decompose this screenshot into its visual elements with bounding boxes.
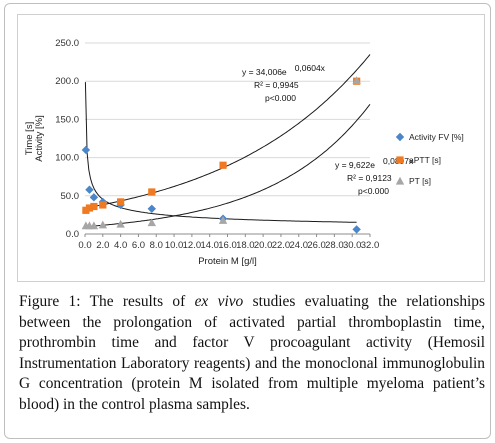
data-point [90,202,98,211]
x-tick-label: 0.0 [78,240,91,251]
data-point [99,201,107,209]
x-tick-label: 30.0 [343,240,362,251]
data-point [85,204,94,212]
x-tick-label: 22.0 [272,240,291,251]
x-tick-label: 24.0 [290,240,309,251]
x-tick-label: 12.0 [183,240,202,251]
y-tick-label: 250.0 [55,38,79,49]
trend-equation: y = 34,006e [242,67,287,77]
caption-italic: ex vivo [194,293,244,310]
y-tick-label: 100.0 [55,153,79,164]
legend-marker [395,176,405,185]
legend-marker [395,132,405,142]
y-axis-title: Time [s] [24,122,35,155]
data-point [117,198,125,206]
x-tick-label: 26.0 [307,240,326,251]
figure-caption: Figure 1: The results of ex vivo studies… [19,292,485,416]
legend-label: aPTT [s] [409,155,441,165]
caption-label: Figure 1: [19,293,81,310]
trendline [84,54,371,209]
trend-exponent: 0,0604x [295,63,326,73]
data-point [116,219,125,228]
data-point [147,204,156,213]
caption-text-1: The results of [80,293,195,310]
y-tick-label: 0.0 [66,229,79,240]
data-point [352,225,361,234]
y-tick-label: 200.0 [55,76,79,87]
x-tick-label: 10.0 [165,240,184,251]
x-tick-label: 6.0 [132,240,145,251]
r-squared-label: R² = 0,9123 [347,173,392,183]
x-tick-label: 2.0 [96,240,109,251]
data-point [85,185,94,194]
x-tick-label: 4.0 [114,240,127,251]
data-point [352,76,361,85]
data-point [219,161,227,169]
x-tick-label: 28.0 [325,240,344,251]
x-tick-label: 20.0 [254,240,273,251]
x-axis-title: Protein M [g/l] [198,256,257,267]
scatter-chart: 0.0 50.0 100.0 150.0 200.0 250.0 0.0 2.0 4.0 6.0 8… [24,38,464,267]
p-value-label: p<0.000 [358,186,389,196]
figure-frame: 0.0 50.0 100.0 150.0 200.0 250.0 0.0 2.0 4.0 6.0 8… [4,3,491,439]
trend-equation: y = 9,622e [335,160,375,170]
legend-label: Activity FV [%] [409,132,464,142]
y-tick-label: 50.0 [61,191,80,202]
y-tick-label: 150.0 [55,114,79,125]
x-tick-label: 32.0 [361,240,380,251]
data-point [98,220,108,229]
p-value-label: p<0.000 [265,93,296,103]
trendline [84,82,357,223]
data-point [218,216,228,224]
data-point [147,218,156,227]
x-tick-label: 18.0 [236,240,255,251]
r-squared-label: R² = 0,9945 [254,80,299,90]
caption-text-2: studies evaluating the relationships bet… [19,293,485,413]
data-point [89,221,99,230]
legend-marker [396,156,404,164]
data-point [81,145,91,155]
x-tick-label: 16.0 [218,240,237,251]
data-point [89,193,99,202]
trendline [84,103,371,228]
data-point [148,188,156,196]
chart-panel: 0.0 50.0 100.0 150.0 200.0 250.0 0.0 2.0 4.0 6.0 8… [17,14,485,282]
y-axis-title: Activity [%] [34,115,45,161]
legend-label: PT [s] [409,176,431,186]
x-tick-label: 8.0 [150,240,163,251]
x-tick-label: 14.0 [200,240,219,251]
